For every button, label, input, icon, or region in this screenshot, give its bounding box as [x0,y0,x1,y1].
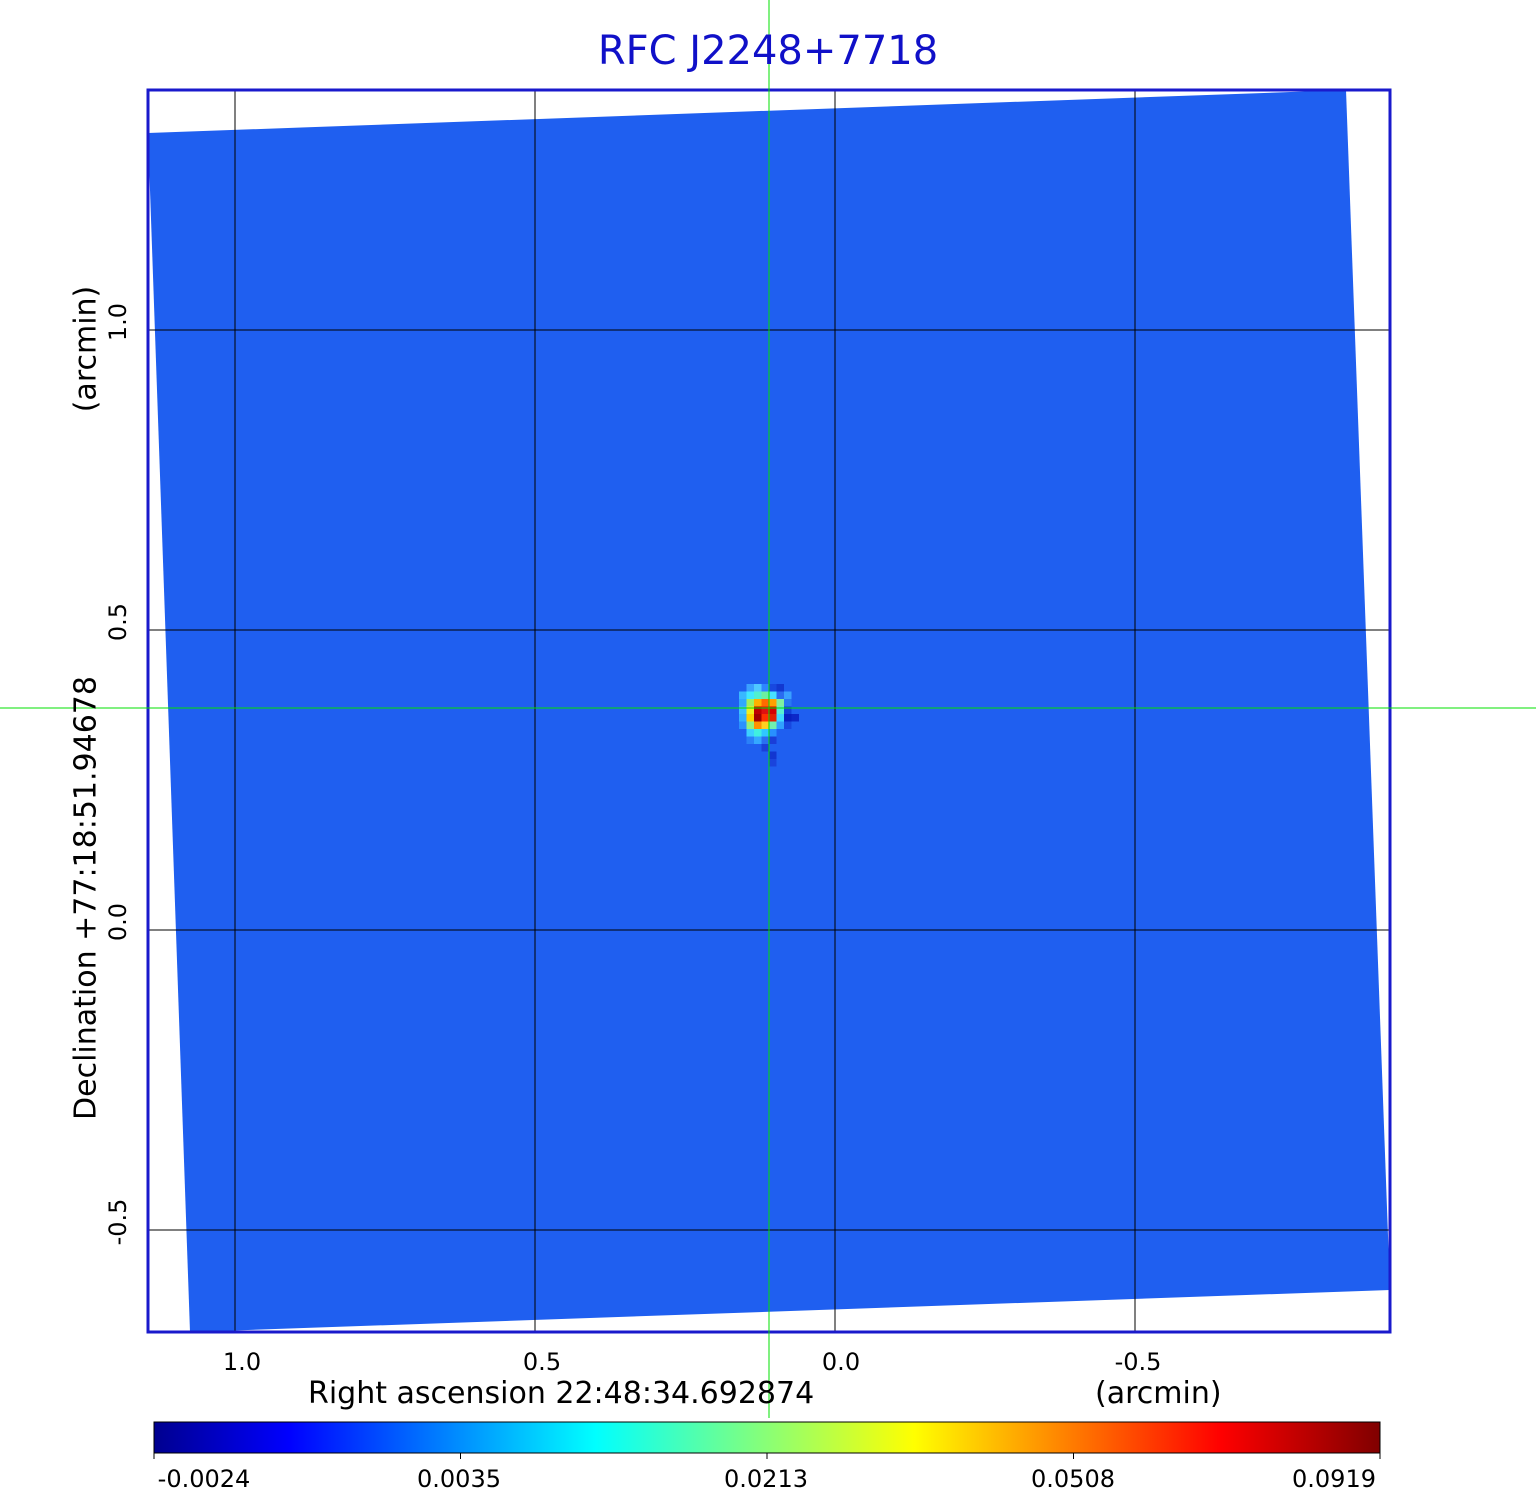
x-tick-label: 1.0 [222,1348,262,1376]
source-pixel [776,684,784,692]
source-pixel [784,721,792,729]
source-pixel [776,721,784,729]
source-pixel [776,714,784,722]
source-pixel [754,706,762,714]
source-pixel [769,714,777,722]
source-pixel [791,714,799,722]
colorbar-tick-label: 0.0035 [417,1465,501,1493]
source-pixel [769,736,777,744]
source-pixel [746,721,754,729]
x-axis-label: Right ascension 22:48:34.692874 [308,1376,815,1411]
source-pixel [769,759,777,767]
source-pixel [776,691,784,699]
source-pixel [776,706,784,714]
x-tick-label: 0.0 [821,1348,861,1376]
y-tick-label: 0.0 [104,902,132,942]
source-pixel [739,714,747,722]
source-pixel [784,691,792,699]
source-pixel [754,729,762,737]
source-pixel [769,699,777,707]
source-pixel [739,706,747,714]
source-pixel [761,736,769,744]
colorbar-tick-label: 0.0213 [724,1465,808,1493]
source-pixel [746,714,754,722]
colorbar-tick-label: -0.0024 [157,1465,251,1493]
source-pixel [776,699,784,707]
source-pixel [761,714,769,722]
source-pixel [769,684,777,692]
source-pixel [769,721,777,729]
source-pixel [784,714,792,722]
source-pixel [746,706,754,714]
source-pixel [754,691,762,699]
source-pixel [746,691,754,699]
source-pixel [739,721,747,729]
source-pixel [739,699,747,707]
x-tick-label: -0.5 [1114,1348,1162,1376]
source-pixel [754,714,762,722]
source-pixel [769,751,777,759]
y-tick-label: 0.5 [104,602,132,642]
source-pixel [754,736,762,744]
source-pixel [784,706,792,714]
x-tick-label: 0.5 [522,1348,562,1376]
source-pixel [761,699,769,707]
colorbar [153,1421,1381,1454]
y-axis-label: Declination +77:18:51.94678 [68,676,104,1120]
source-pixel [754,699,762,707]
source-pixel [746,736,754,744]
chart-title: RFC J2248+7718 [597,28,939,74]
y-tick-label: 1.0 [104,302,132,342]
source-pixel [754,721,762,729]
source-pixel [746,729,754,737]
source-pixel [746,699,754,707]
source-pixel [761,744,769,752]
x-axis-unit: (arcmin) [1095,1376,1222,1411]
y-axis-unit: (arcmin) [68,285,104,413]
source-pixel [761,684,769,692]
source-pixel [761,706,769,714]
source-pixel [784,699,792,707]
colorbar-tick-label: 0.0508 [1031,1465,1115,1493]
source-pixel [761,729,769,737]
source-pixel [769,706,777,714]
source-pixel [746,684,754,692]
source-pixel [761,691,769,699]
y-tick-label: -0.5 [104,1198,132,1246]
source-pixel [739,691,747,699]
source-pixel [761,721,769,729]
colorbar-tick-label: 0.0919 [1292,1465,1376,1493]
source-pixel [769,729,777,737]
source-pixel [769,691,777,699]
source-pixel [754,684,762,692]
